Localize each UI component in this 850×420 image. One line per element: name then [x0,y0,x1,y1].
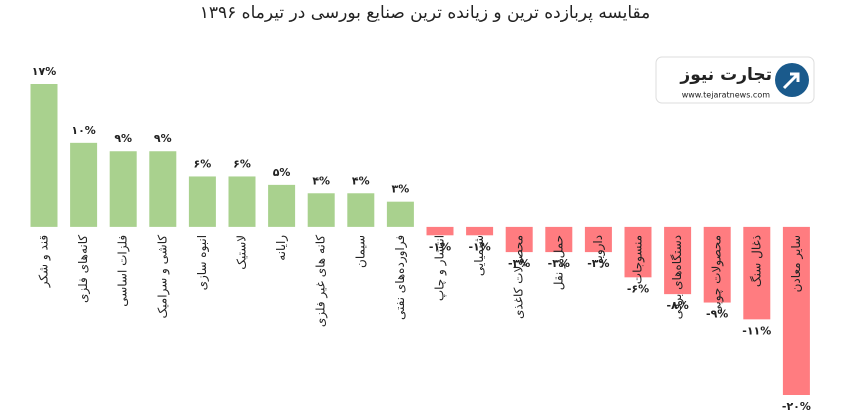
x-tick-label: لاستیک [235,235,249,270]
bar [545,226,573,253]
bar [505,226,533,253]
value-label: -۹% [706,308,728,321]
bar [307,193,335,227]
logo-url: www.tejaratnews.com [682,91,770,100]
logo-name: تجارت نیوز [679,65,772,85]
value-label: ۶% [233,157,251,170]
logo-box [655,56,815,104]
value-label: -۱% [429,240,451,253]
bar [703,226,731,303]
value-label: -۳% [548,257,570,270]
bar [109,151,137,227]
value-label: ۶% [194,157,212,170]
value-label: -۳% [508,257,530,270]
bar [466,226,494,236]
x-tick-label: قند و شکر [37,235,52,288]
x-tick-label: انتشار و چاپ [433,235,448,301]
bar [188,176,216,227]
x-tick-label: رایانه [274,235,289,261]
x-tick-label: دستگاه‌های برقی [670,235,685,319]
bar [70,142,98,227]
value-label: ۹% [114,132,132,145]
value-label: -۲۰% [782,400,811,413]
x-tick-label: حمل و نقل [551,235,566,290]
bar [743,226,771,320]
x-tick-label: فراورده‌های نفتی [393,235,408,320]
bar [30,84,58,227]
x-tick-label: محصولات چوبی [710,235,725,315]
x-tick-label: فلزات اساسی [116,235,131,307]
x-tick-label: شیمیایی [472,235,486,276]
value-label: ۴% [352,174,370,187]
x-tick-label: ذغال سنگ [749,235,763,287]
value-label: -۶% [627,282,649,295]
bar [386,201,414,227]
x-tick-label: انبوه سازی [195,235,210,291]
x-tick-label: سیمان [353,235,367,268]
logo: تجارت نیوز www.tejaratnews.com [655,56,815,104]
x-tick-label: کانه های غیر فلزی [314,235,329,327]
logo-arrow [782,72,800,90]
value-label: ۱۷% [32,65,56,78]
x-tick-label: دارویی [591,235,606,269]
value-label: ۹% [154,132,172,145]
x-tick-label: منسوجات [631,235,646,284]
value-label: -۳% [587,257,609,270]
value-label: ۱۰% [71,124,95,137]
value-label: ۴% [312,174,330,187]
bar [782,226,810,395]
value-label: ۵% [273,166,291,179]
x-tick-label: محصولات کاغذی [512,235,527,319]
x-tick-label: کاشی و سرامیک [155,235,170,319]
chart-title: مقایسه پربازده ترین و زیانده ترین صنایع … [200,3,651,23]
value-label: -۱۱% [742,324,771,337]
value-label: ۳% [392,183,410,196]
x-tick-label: سایر معادن [789,235,804,293]
bar [624,226,652,278]
bar [664,226,692,295]
bar [149,151,177,227]
bar [228,176,256,227]
value-label: -۸% [666,299,688,312]
bar [584,226,612,253]
value-label: -۱% [468,240,490,253]
x-tick-label: کانه‌های فلزی [76,235,91,303]
bar [347,193,375,227]
bar [268,184,296,227]
bar [426,226,454,236]
